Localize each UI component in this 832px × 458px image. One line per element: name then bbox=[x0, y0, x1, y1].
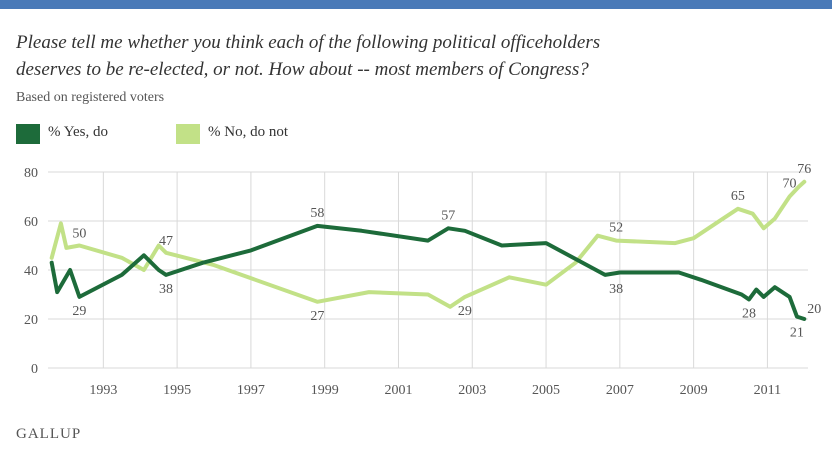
data-label: 29 bbox=[72, 304, 86, 319]
chart-subtitle: Based on registered voters bbox=[16, 90, 165, 105]
x-tick-label: 2007 bbox=[606, 383, 634, 398]
x-tick-label: 2003 bbox=[458, 383, 486, 398]
y-tick-label: 40 bbox=[24, 264, 38, 279]
line-chart: 0 20 40 60 80 1993 1995 1997 1999 2001 2003 2005 200… bbox=[24, 162, 821, 398]
title-line-2: deserves to be re-elected, or not. How a… bbox=[16, 59, 589, 80]
chart-legend: % Yes, do % No, do not bbox=[16, 121, 436, 145]
data-label: 57 bbox=[441, 208, 455, 223]
chart-title: Please tell me whether you think each of… bbox=[16, 29, 816, 83]
data-label: 38 bbox=[609, 282, 623, 297]
data-label: 70 bbox=[783, 177, 797, 192]
y-tick-label: 20 bbox=[24, 313, 38, 328]
series-line-no bbox=[49, 179, 807, 309]
legend-swatch-yes bbox=[16, 124, 40, 144]
legend-label-no: % No, do not bbox=[208, 124, 288, 140]
x-tick-label: 1999 bbox=[311, 383, 339, 398]
data-label: 76 bbox=[797, 162, 811, 177]
series-line-yes bbox=[49, 223, 807, 321]
data-label: 21 bbox=[790, 326, 804, 341]
data-label: 29 bbox=[458, 304, 472, 319]
y-tick-label: 60 bbox=[24, 215, 38, 230]
x-tick-label: 1997 bbox=[237, 383, 265, 398]
data-label: 58 bbox=[310, 206, 324, 221]
data-label: 27 bbox=[310, 309, 324, 324]
title-line-1: Please tell me whether you think each of… bbox=[16, 32, 601, 53]
top-accent-bar bbox=[0, 0, 832, 9]
x-tick-label: 2011 bbox=[754, 383, 781, 398]
y-tick-label: 80 bbox=[24, 166, 38, 181]
legend-swatch-no bbox=[176, 124, 200, 144]
x-tick-label: 1995 bbox=[163, 383, 191, 398]
y-tick-label: 0 bbox=[31, 362, 38, 377]
data-label: 52 bbox=[609, 221, 623, 236]
x-tick-label: 1993 bbox=[89, 383, 117, 398]
x-tick-label: 2001 bbox=[384, 383, 412, 398]
data-label: 65 bbox=[731, 189, 745, 204]
data-label: 38 bbox=[159, 282, 173, 297]
data-label: 50 bbox=[72, 227, 86, 242]
data-label: 47 bbox=[159, 234, 173, 249]
legend-label-yes: % Yes, do bbox=[48, 124, 109, 140]
data-label: 20 bbox=[807, 302, 821, 317]
x-tick-label: 2009 bbox=[680, 383, 708, 398]
gallup-logo: GALLUP bbox=[16, 426, 82, 442]
data-label: 28 bbox=[742, 306, 756, 321]
x-tick-label: 2005 bbox=[532, 383, 560, 398]
